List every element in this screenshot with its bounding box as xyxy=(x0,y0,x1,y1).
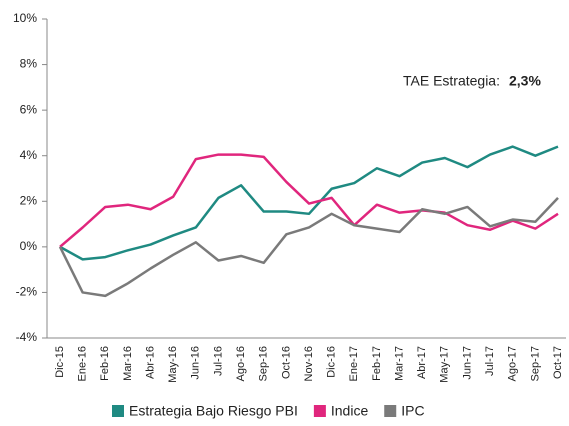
x-tick-label: Jun-17 xyxy=(461,346,473,380)
series-line xyxy=(59,145,559,261)
y-tick-label: -2% xyxy=(16,285,38,299)
annotation-label: TAE Estrategia: xyxy=(403,73,500,89)
legend-label: Estrategia Bajo Riesgo PBI xyxy=(129,403,298,419)
x-tick-label: Feb-17 xyxy=(371,346,383,381)
x-tick-label: Ago-16 xyxy=(235,346,247,381)
annotation-value: 2,3% xyxy=(509,73,541,89)
legend-swatch xyxy=(112,405,124,417)
series-line xyxy=(59,153,559,248)
y-tick-label: 10% xyxy=(13,11,37,25)
x-tick-label: Oct-17 xyxy=(552,346,564,379)
x-tick-label: Ene-16 xyxy=(77,346,89,381)
legend-swatch xyxy=(313,405,326,417)
x-tick-label: Jul-16 xyxy=(212,346,224,376)
x-tick-label: Nov-16 xyxy=(303,346,315,381)
x-tick-label: Sep-16 xyxy=(258,346,270,381)
legend-label: IPC xyxy=(401,403,424,419)
y-tick-label: 4% xyxy=(20,148,38,162)
x-tick-label: Ago-17 xyxy=(507,346,519,381)
x-tick-label: Jun-16 xyxy=(190,346,202,380)
y-tick-label: -4% xyxy=(16,330,38,344)
x-tick-label: Dic-15 xyxy=(54,346,66,378)
y-tick-label: 0% xyxy=(20,239,38,253)
x-tick-label: Mar-17 xyxy=(393,346,405,381)
x-tick-label: May-17 xyxy=(439,346,451,383)
x-tick-label: Abr-16 xyxy=(144,346,156,379)
legend-swatch xyxy=(384,405,397,417)
x-tick-label: Feb-16 xyxy=(99,346,111,381)
x-tick-label: Oct-16 xyxy=(280,346,292,379)
y-tick-label: 6% xyxy=(20,102,38,116)
x-tick-label: Ene-17 xyxy=(348,346,360,381)
x-tick-label: Abr-17 xyxy=(416,346,428,379)
y-tick-label: 8% xyxy=(20,57,38,71)
x-tick-label: Jul-17 xyxy=(484,346,496,376)
x-tick-label: Dic-16 xyxy=(326,346,338,378)
legend-label: Indice xyxy=(331,403,369,419)
x-tick-label: Sep-17 xyxy=(529,346,541,381)
x-tick-label: May-16 xyxy=(167,346,179,383)
x-tick-label: Mar-16 xyxy=(122,346,134,381)
series-line xyxy=(58,197,559,298)
y-tick-label: 2% xyxy=(20,193,38,207)
